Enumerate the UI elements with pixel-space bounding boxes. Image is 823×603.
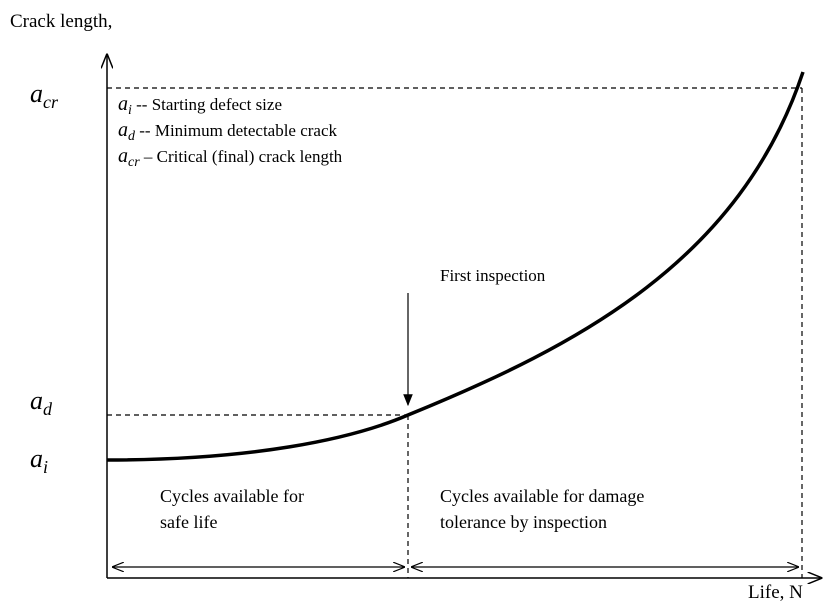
legend-text: – Critical (final) crack length [140, 147, 343, 166]
y-axis-label: Crack length, [10, 11, 112, 32]
region-label: tolerance by inspection [440, 512, 607, 532]
legend-symbol: a [118, 119, 128, 141]
legend-text: -- Minimum detectable crack [135, 121, 338, 140]
legend-entry: ai -- Starting defect size [118, 93, 282, 118]
legend-entry: ad -- Minimum detectable crack [118, 119, 338, 144]
legend-subscript: i [128, 103, 132, 118]
region-label: safe life [160, 512, 217, 532]
region-label: Cycles available for [160, 486, 304, 506]
legend-text: -- Starting defect size [132, 95, 282, 114]
annotation: First inspection [440, 266, 546, 285]
legend-symbol: a [118, 145, 128, 167]
x-axis-label: Life, N [748, 582, 803, 603]
region-label: Cycles available for damage [440, 486, 644, 506]
regions: Cycles available for safe life Cycles avai… [160, 486, 644, 532]
level-label: ai [30, 444, 48, 477]
legend-subscript: cr [128, 155, 140, 170]
level-label: ad [30, 386, 53, 419]
legend-entry: acr – Critical (final) crack length [118, 145, 343, 170]
level-label: acr [30, 79, 59, 112]
legend-symbol: a [118, 93, 128, 115]
crack-growth-curve [106, 71, 805, 462]
legend-subscript: d [128, 129, 136, 144]
